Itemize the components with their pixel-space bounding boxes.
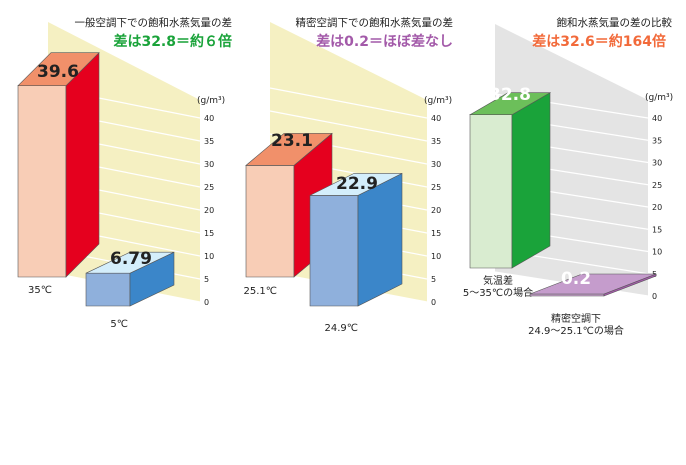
y-tick-label: 10: [431, 252, 441, 261]
chart-title: 飽和水蒸気量の差の比較: [557, 16, 673, 29]
bar-top-face: [529, 273, 657, 295]
bar-front-face: [85, 272, 131, 307]
y-tick-label: 35: [652, 136, 662, 145]
y-tick-label: 30: [652, 159, 662, 168]
y-tick-label: 15: [431, 229, 441, 238]
y-tick-label: 20: [204, 206, 214, 215]
y-tick-label: 10: [204, 252, 214, 261]
chart-panel-1: 0 5 10 15 20 25 30 35 40 (g/m³) 一般空調下での飽和水蒸気量の差差は3…: [17, 16, 233, 330]
y-tick-label: 25: [652, 181, 662, 190]
chart-title: 一般空調下での飽和水蒸気量の差: [75, 16, 233, 29]
y-tick-label: 40: [431, 114, 441, 123]
bar-front-face: [245, 165, 295, 278]
unit-label: (g/m³): [645, 93, 673, 103]
category-label: 5℃: [110, 319, 128, 330]
chart-panel-3: 0510152025303540(g/m³)飽和水蒸気量の差の比較差は32.6＝…: [463, 16, 673, 337]
category-label: 気温差: [483, 274, 513, 287]
y-tick-label: 10: [652, 248, 662, 257]
y-tick-label: 25: [204, 183, 214, 192]
unit-label: (g/m³): [424, 96, 452, 106]
category-label: 24.9〜25.1℃の場合: [528, 324, 624, 337]
bar-value-label: 0.2: [561, 269, 591, 289]
chart-title: 精密空調下での飽和水蒸気量の差: [296, 16, 454, 29]
bar-value-label: 39.6: [37, 62, 79, 82]
bar-value-label: 6.79: [110, 249, 152, 269]
bar-side-face: [65, 51, 100, 278]
bar-front-face: [17, 85, 67, 278]
bar-1: [468, 92, 552, 269]
bar-2: [309, 172, 403, 307]
y-tick-label: 0: [652, 292, 657, 301]
chart-panel-2: 0 5 10 15 20 25 30 35 40 (g/m³) 精密空調下での飽和水蒸気量の差差は0…: [244, 16, 454, 334]
y-tick-label: 15: [204, 229, 214, 238]
chart-subtitle: 差は32.6＝約164倍: [532, 33, 666, 50]
bar-side-face: [511, 92, 551, 269]
gridline: [269, 110, 428, 142]
y-tick-label: 15: [652, 225, 662, 234]
bar-1: [17, 51, 100, 278]
bar-2: [85, 251, 175, 307]
chart-subtitle: 差は32.8＝約６倍: [113, 33, 232, 50]
y-tick-label: 35: [431, 137, 441, 146]
category-label: 精密空調下: [551, 312, 601, 325]
bar-front-face: [309, 195, 359, 307]
category-label: 25.1℃: [244, 286, 278, 297]
y-tick-label: 35: [204, 137, 214, 146]
bar-top-face: [245, 133, 333, 166]
y-tick-label: 0: [204, 298, 209, 307]
bar-value-label: 22.9: [336, 174, 378, 194]
bar-top-face: [468, 92, 552, 115]
category-label: 35℃: [28, 285, 52, 296]
bar-top-face: [85, 251, 175, 274]
bar-value-label: 23.1: [271, 131, 313, 151]
category-label: 24.9℃: [325, 323, 359, 334]
y-tick-label: 40: [204, 114, 214, 123]
category-label: 5〜35℃の場合: [463, 286, 533, 299]
unit-label: (g/m³): [197, 96, 225, 106]
bar-top-face: [309, 173, 403, 196]
bar-value-label: 32.8: [489, 85, 531, 105]
y-tick-label: 5: [204, 275, 209, 284]
y-tick-label: 40: [652, 114, 662, 123]
chart-subtitle: 差は0.2＝ほぼ差なし: [316, 33, 453, 50]
y-tick-label: 25: [431, 183, 441, 192]
bar-top-face: [17, 52, 100, 86]
y-tick-label: 20: [431, 206, 441, 215]
y-tick-label: 30: [204, 160, 214, 169]
y-tick-label: 0: [431, 298, 436, 307]
y-tick-label: 20: [652, 203, 662, 212]
bar-2: [529, 273, 657, 297]
bar-front-face: [469, 114, 513, 269]
y-tick-label: 30: [431, 160, 441, 169]
gridline: [269, 87, 428, 119]
y-tick-label: 5: [431, 275, 436, 284]
